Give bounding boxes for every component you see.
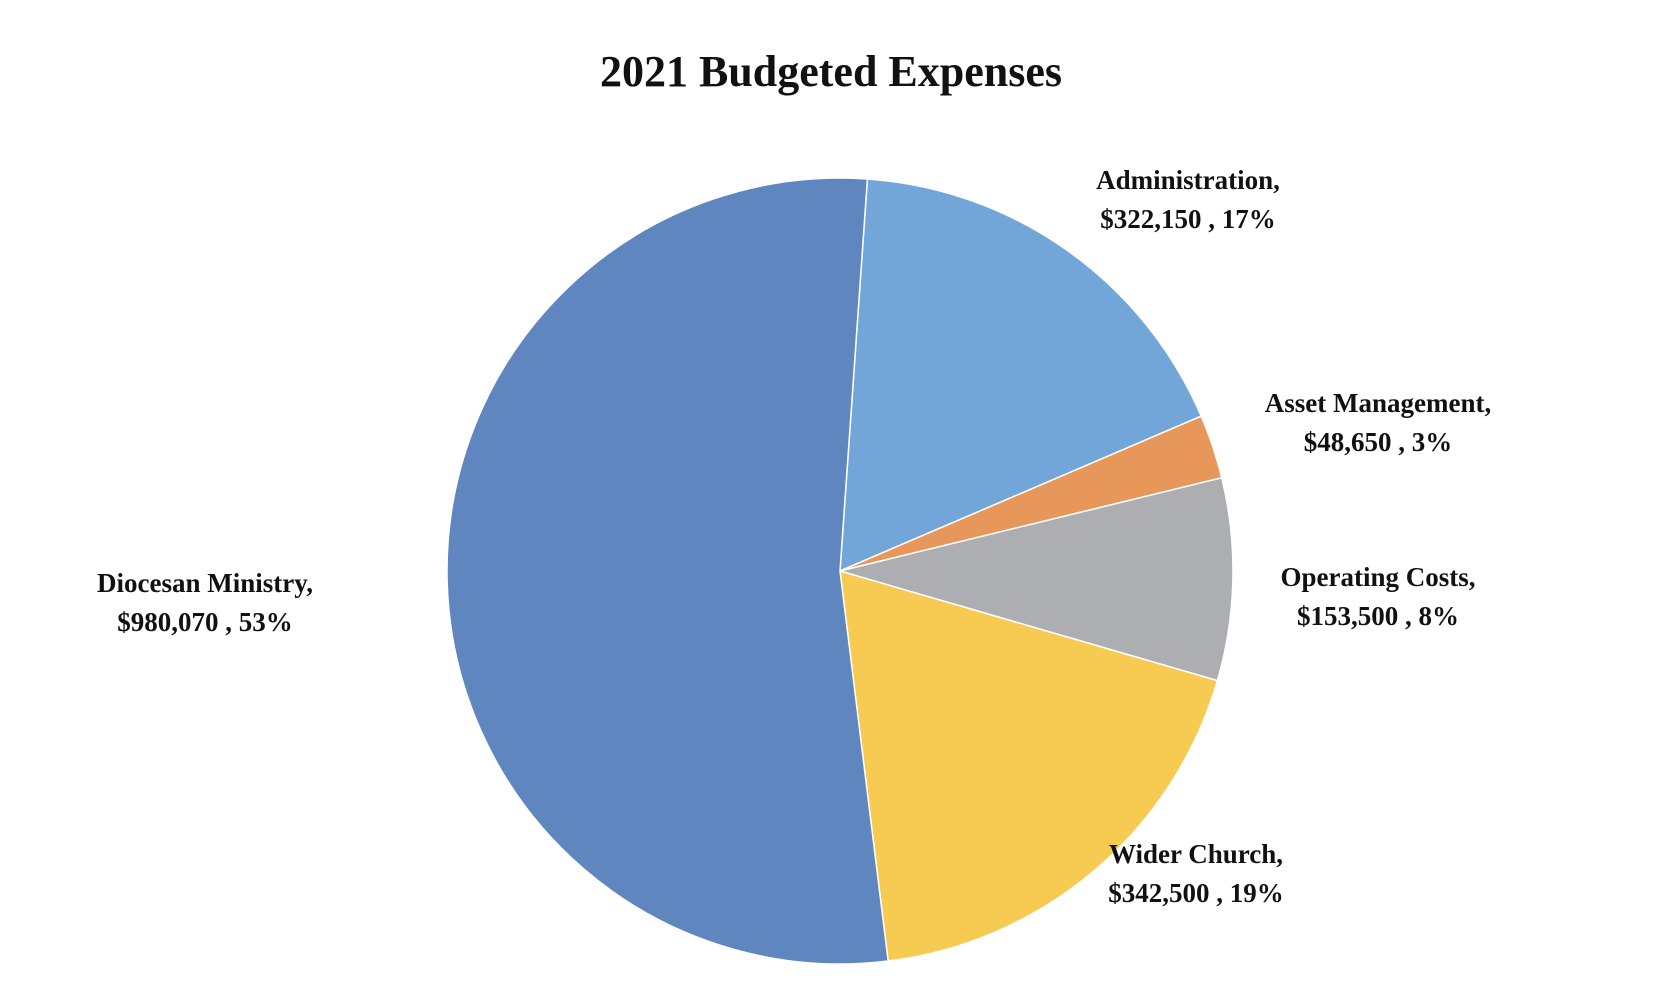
slice-label-name: Diocesan Ministry,: [97, 568, 313, 598]
slice-label-value: $342,500 , 19%: [1108, 878, 1284, 908]
slice-label-name: Operating Costs,: [1281, 562, 1476, 592]
pie-labels: Administration, $322,150 , 17% Asset Manag…: [97, 165, 1491, 908]
pie-slice-wider-church: [839, 569, 1219, 962]
slice-label: Asset Management, $48,650 , 3%: [1265, 388, 1491, 457]
slice-label-value: $48,650 , 3%: [1304, 427, 1453, 457]
slice-label-name: Wider Church,: [1109, 839, 1283, 869]
chart-title: 2021 Budgeted Expenses: [599, 47, 1063, 96]
slice-label: Administration, $322,150 , 17%: [1096, 165, 1280, 234]
slice-label-value: $322,150 , 17%: [1100, 204, 1276, 234]
pie-slice-diocesan-ministry: [446, 177, 889, 965]
slice-label-value: $153,500 , 8%: [1297, 601, 1459, 631]
slice-label: Operating Costs, $153,500 , 8%: [1281, 562, 1476, 631]
slice-label: Diocesan Ministry, $980,070 , 53%: [97, 568, 313, 637]
pie-slice-operating-costs: [837, 476, 1234, 682]
slice-label-value: $980,070 , 53%: [117, 607, 293, 637]
slice-label: Wider Church, $342,500 , 19%: [1108, 839, 1284, 908]
slice-label-name: Asset Management,: [1265, 388, 1491, 418]
pie-slices: [446, 177, 1234, 965]
pie-slice-administration: [839, 178, 1203, 573]
slice-label-name: Administration,: [1096, 165, 1280, 195]
